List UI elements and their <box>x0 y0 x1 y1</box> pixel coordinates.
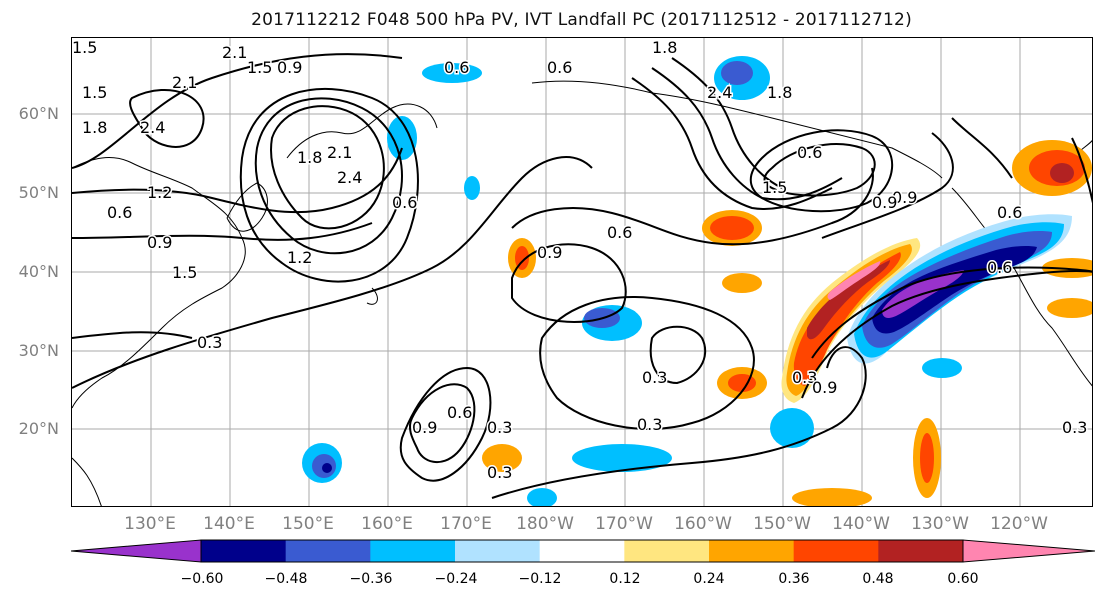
lat-label: 40°N <box>18 262 59 281</box>
colorbar-segment <box>455 540 541 562</box>
lon-label: 170°W <box>595 514 653 534</box>
map-title: 2017112212 F048 500 hPa PV, IVT Landfall… <box>251 10 912 30</box>
lon-label: 180°W <box>516 514 574 534</box>
contour-label: 1.8 <box>297 148 322 167</box>
contour-label: 1.5 <box>247 58 272 77</box>
contour-label: 0.9 <box>277 58 302 77</box>
contour-label: 0.6 <box>444 58 469 77</box>
colorbar-segment <box>201 540 287 562</box>
contour-label: 0.3 <box>1062 418 1087 437</box>
contour-label: 0.3 <box>792 368 817 387</box>
lon-label: 140°E <box>203 514 255 534</box>
contour-label: 1.5 <box>82 83 107 102</box>
contour-label: 0.3 <box>642 368 667 387</box>
lon-label: 130°W <box>911 514 969 534</box>
colorbar-segment <box>793 540 879 562</box>
contour-labels: 2.1 1.5 0.9 0.3 0.6 1.8 2.4 2.1 0.6 1.5 … <box>72 38 1089 484</box>
contour-label: 0.9 <box>892 188 917 207</box>
contour-label: 0.6 <box>392 193 417 212</box>
lon-label: 140°W <box>832 514 890 534</box>
map-canvas: 2.1 1.5 0.9 0.3 0.6 1.8 2.4 2.1 0.6 1.5 … <box>72 38 1092 506</box>
contour-label: 2.4 <box>707 83 732 102</box>
contour-label: 0.9 <box>537 243 562 262</box>
colorbar-tick-label: −0.12 <box>518 571 562 587</box>
colorbar-tick-label: 0.12 <box>609 571 641 587</box>
colorbar-segment <box>624 540 710 562</box>
colorbar-extend-high <box>962 539 1095 563</box>
contour-label: 1.8 <box>767 83 792 102</box>
colorbar-tick-label: −0.24 <box>434 571 478 587</box>
colorbar-segment <box>539 540 625 562</box>
colorbar-segment <box>370 540 456 562</box>
contour-label: 0.6 <box>607 223 632 242</box>
contour-label: 0.6 <box>107 203 132 222</box>
contour-label: 0.3 <box>637 415 662 434</box>
contour-label: 0.6 <box>447 403 472 422</box>
colorbar-segment <box>878 540 964 562</box>
contour-label: 0.3 <box>487 463 512 482</box>
contour-label: 1.2 <box>287 248 312 267</box>
colorbar-extend-low <box>71 539 202 563</box>
contour-label: 2.4 <box>140 118 165 137</box>
colorbar-segment <box>285 540 371 562</box>
contour-label: 1.8 <box>652 38 677 57</box>
colorbar-tick-label: 0.24 <box>693 571 725 587</box>
contour-label: 0.6 <box>547 58 572 77</box>
lat-label: 20°N <box>18 419 59 438</box>
colorbar-segment <box>709 540 795 562</box>
contour-label: 1.5 <box>172 263 197 282</box>
lon-label: 170°E <box>440 514 492 534</box>
colorbar <box>71 539 1095 563</box>
contour-label: 1.2 <box>147 183 172 202</box>
contour-label: 2.1 <box>222 43 247 62</box>
contour-label: 1.8 <box>82 118 107 137</box>
lat-label: 60°N <box>18 104 59 123</box>
colorbar-tick-label: 0.48 <box>862 571 894 587</box>
colorbar-tick-label: −0.36 <box>349 571 393 587</box>
contour-label: 0.6 <box>997 203 1022 222</box>
contour-label: 2.4 <box>337 168 362 187</box>
contour-label: 2.1 <box>172 73 197 92</box>
contour-label: 1.5 <box>762 178 787 197</box>
colorbar-tick-label: −0.60 <box>180 571 224 587</box>
contour-label: 0.6 <box>797 143 822 162</box>
contour-label: 0.9 <box>872 193 897 212</box>
contour-label: 0.9 <box>812 378 837 397</box>
contour-label: 0.3 <box>487 418 512 437</box>
map-panel: 2.1 1.5 0.9 0.3 0.6 1.8 2.4 2.1 0.6 1.5 … <box>71 37 1093 507</box>
lon-label: 150°E <box>282 514 334 534</box>
contour-label: 1.5 <box>72 38 97 57</box>
contour-label: 0.6 <box>987 258 1012 277</box>
colorbar-tick-label: 0.36 <box>778 571 810 587</box>
lat-label: 50°N <box>18 183 59 202</box>
colorbar-tick-label: −0.48 <box>264 571 308 587</box>
lat-label: 30°N <box>18 341 59 360</box>
colorbar-tick-label: 0.60 <box>947 571 979 587</box>
pv-contours <box>72 53 1092 499</box>
lon-label: 160°W <box>674 514 732 534</box>
lon-label: 160°E <box>361 514 413 534</box>
contour-label: 0.9 <box>412 418 437 437</box>
contour-label: 2.1 <box>327 143 352 162</box>
contour-label: 0.9 <box>147 233 172 252</box>
lon-label: 150°W <box>753 514 811 534</box>
lon-label: 130°E <box>124 514 176 534</box>
contour-label: 0.3 <box>197 333 222 352</box>
lon-label: 120°W <box>990 514 1048 534</box>
ivt-shading <box>302 56 1092 506</box>
